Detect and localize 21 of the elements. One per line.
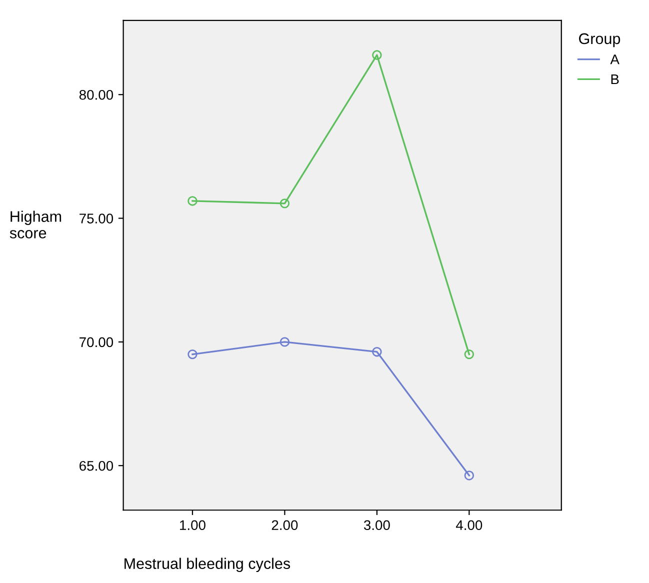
y-tick-label: 70.00	[80, 337, 114, 348]
point	[188, 349, 198, 360]
point	[372, 346, 382, 357]
x-axis-title: Mestrual bleeding cycles	[124, 558, 290, 572]
point	[464, 349, 474, 360]
x-tick-label: 2.00	[272, 520, 298, 530]
legend-label: A	[610, 54, 620, 64]
x-tick-label: 3.00	[364, 520, 390, 530]
x-tick-label: 4.00	[456, 520, 482, 530]
point	[372, 50, 382, 60]
x-tick-label: 1.00	[180, 520, 206, 530]
point	[280, 337, 290, 347]
y-tick-label: 75.00	[80, 214, 114, 224]
point	[464, 470, 474, 480]
point	[188, 196, 198, 206]
y-axis-title: Higham score	[10, 210, 62, 238]
y-tick-label: 65.00	[80, 460, 114, 471]
legend-label: B	[611, 74, 619, 84]
point	[280, 198, 290, 208]
legend-title: Group	[579, 33, 620, 48]
y-tick-label: 80.00	[79, 90, 114, 100]
